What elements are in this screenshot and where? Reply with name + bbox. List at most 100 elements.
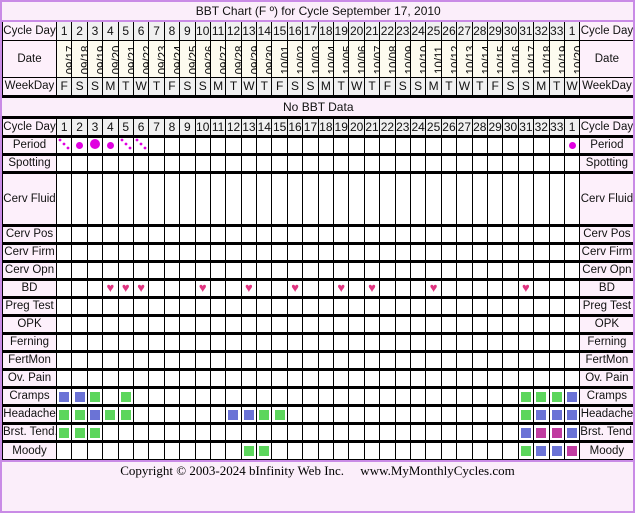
bd-cell[interactable] xyxy=(225,277,242,298)
spotting-cell[interactable] xyxy=(148,152,165,173)
cerv-pos-cell[interactable] xyxy=(271,223,288,244)
spotting-cell[interactable] xyxy=(440,152,458,173)
opk-cell[interactable] xyxy=(456,313,473,334)
cerv-firm-cell[interactable] xyxy=(409,241,427,262)
cerv-opn-cell[interactable] xyxy=(256,259,273,280)
ferning-cell[interactable] xyxy=(55,331,73,352)
ferning-cell[interactable] xyxy=(440,331,458,352)
cerv-firm-cell[interactable] xyxy=(348,241,365,262)
bd-cell[interactable]: ♥ xyxy=(286,277,304,298)
bd-cell[interactable] xyxy=(548,277,565,298)
cerv-firm-cell[interactable] xyxy=(333,241,350,262)
period-cell[interactable] xyxy=(379,134,396,155)
cerv-pos-cell[interactable] xyxy=(256,223,273,244)
ov-pain-cell[interactable] xyxy=(333,367,350,388)
fertmon-cell[interactable] xyxy=(363,349,381,370)
period-cell[interactable] xyxy=(440,134,458,155)
cerv-fluid-cell[interactable] xyxy=(163,170,181,226)
spotting-cell[interactable] xyxy=(256,152,273,173)
brst-tend-cell[interactable] xyxy=(548,421,565,442)
ferning-cell[interactable] xyxy=(517,331,535,352)
cerv-pos-cell[interactable] xyxy=(286,223,304,244)
preg-test-cell[interactable] xyxy=(548,295,565,316)
cerv-pos-cell[interactable] xyxy=(502,223,519,244)
fertmon-cell[interactable] xyxy=(209,349,227,370)
fertmon-cell[interactable] xyxy=(286,349,304,370)
ov-pain-cell[interactable] xyxy=(517,367,535,388)
bd-cell[interactable] xyxy=(486,277,504,298)
cerv-firm-cell[interactable] xyxy=(271,241,288,262)
moody-cell[interactable] xyxy=(179,439,196,460)
preg-test-cell[interactable] xyxy=(440,295,458,316)
period-cell[interactable] xyxy=(71,134,88,155)
cerv-opn-cell[interactable] xyxy=(563,259,581,280)
ov-pain-cell[interactable] xyxy=(86,367,104,388)
cramps-cell[interactable] xyxy=(348,385,365,406)
preg-test-cell[interactable] xyxy=(302,295,319,316)
cerv-fluid-cell[interactable] xyxy=(271,170,288,226)
ov-pain-cell[interactable] xyxy=(132,367,150,388)
period-cell[interactable] xyxy=(456,134,473,155)
cramps-cell[interactable] xyxy=(256,385,273,406)
fertmon-cell[interactable] xyxy=(456,349,473,370)
cramps-cell[interactable] xyxy=(286,385,304,406)
moody-cell[interactable] xyxy=(286,439,304,460)
cramps-cell[interactable] xyxy=(363,385,381,406)
moody-cell[interactable] xyxy=(563,439,581,460)
opk-cell[interactable] xyxy=(179,313,196,334)
cramps-cell[interactable] xyxy=(317,385,335,406)
brst-tend-cell[interactable] xyxy=(148,421,165,442)
fertmon-cell[interactable] xyxy=(425,349,442,370)
preg-test-cell[interactable] xyxy=(471,295,488,316)
ov-pain-cell[interactable] xyxy=(117,367,134,388)
cramps-cell[interactable] xyxy=(486,385,504,406)
preg-test-cell[interactable] xyxy=(333,295,350,316)
ov-pain-cell[interactable] xyxy=(471,367,488,388)
cerv-opn-cell[interactable] xyxy=(102,259,119,280)
fertmon-cell[interactable] xyxy=(148,349,165,370)
cerv-opn-cell[interactable] xyxy=(363,259,381,280)
bd-cell[interactable] xyxy=(456,277,473,298)
cramps-cell[interactable] xyxy=(225,385,242,406)
bd-cell[interactable]: ♥ xyxy=(425,277,442,298)
brst-tend-cell[interactable] xyxy=(533,421,550,442)
moody-cell[interactable] xyxy=(409,439,427,460)
preg-test-cell[interactable] xyxy=(456,295,473,316)
cerv-pos-cell[interactable] xyxy=(440,223,458,244)
cerv-firm-cell[interactable] xyxy=(302,241,319,262)
spotting-cell[interactable] xyxy=(363,152,381,173)
moody-cell[interactable] xyxy=(194,439,211,460)
cerv-pos-cell[interactable] xyxy=(209,223,227,244)
brst-tend-cell[interactable] xyxy=(456,421,473,442)
ferning-cell[interactable] xyxy=(471,331,488,352)
cerv-fluid-cell[interactable] xyxy=(533,170,550,226)
brst-tend-cell[interactable] xyxy=(563,421,581,442)
period-cell[interactable] xyxy=(256,134,273,155)
ferning-cell[interactable] xyxy=(256,331,273,352)
cerv-fluid-cell[interactable] xyxy=(225,170,242,226)
spotting-cell[interactable] xyxy=(132,152,150,173)
cerv-opn-cell[interactable] xyxy=(286,259,304,280)
headache-cell[interactable] xyxy=(348,403,365,424)
headache-cell[interactable] xyxy=(563,403,581,424)
preg-test-cell[interactable] xyxy=(317,295,335,316)
period-cell[interactable] xyxy=(533,134,550,155)
brst-tend-cell[interactable] xyxy=(256,421,273,442)
ov-pain-cell[interactable] xyxy=(225,367,242,388)
fertmon-cell[interactable] xyxy=(440,349,458,370)
ferning-cell[interactable] xyxy=(163,331,181,352)
spotting-cell[interactable] xyxy=(240,152,258,173)
cerv-firm-cell[interactable] xyxy=(486,241,504,262)
spotting-cell[interactable] xyxy=(548,152,565,173)
period-cell[interactable] xyxy=(409,134,427,155)
opk-cell[interactable] xyxy=(71,313,88,334)
bd-cell[interactable] xyxy=(348,277,365,298)
ferning-cell[interactable] xyxy=(363,331,381,352)
fertmon-cell[interactable] xyxy=(179,349,196,370)
headache-cell[interactable] xyxy=(379,403,396,424)
ov-pain-cell[interactable] xyxy=(256,367,273,388)
ferning-cell[interactable] xyxy=(348,331,365,352)
ferning-cell[interactable] xyxy=(548,331,565,352)
cerv-fluid-cell[interactable] xyxy=(563,170,581,226)
brst-tend-cell[interactable] xyxy=(440,421,458,442)
